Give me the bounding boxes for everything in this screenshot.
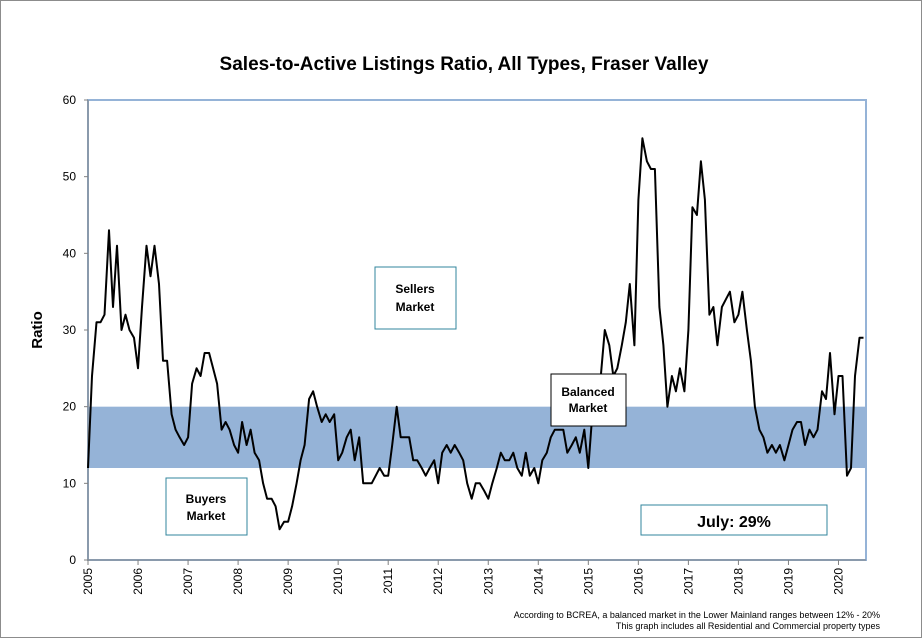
x-tick-label: 2016 bbox=[631, 568, 645, 595]
footnote-balanced-range: According to BCREA, a balanced market in… bbox=[514, 610, 880, 620]
chart-title: Sales-to-Active Listings Ratio, All Type… bbox=[220, 54, 709, 75]
y-axis-label: Ratio bbox=[29, 311, 46, 349]
footnote-property-types: This graph includes all Residential and … bbox=[616, 621, 881, 631]
balanced-market-annotation: Balanced Market bbox=[550, 373, 627, 427]
balanced-market-label-line1: Balanced bbox=[561, 385, 614, 399]
x-tick-label: 2007 bbox=[181, 568, 195, 595]
x-tick-label: 2012 bbox=[431, 568, 445, 595]
y-tick-label: 60 bbox=[63, 93, 77, 107]
x-tick-label: 2019 bbox=[781, 568, 795, 595]
x-tick-label: 2005 bbox=[81, 568, 95, 595]
x-tick-label: 2015 bbox=[581, 568, 595, 595]
balanced-market-band bbox=[88, 406, 866, 468]
x-tick-label: 2010 bbox=[331, 568, 345, 595]
buyers-market-label-line2: Market bbox=[187, 509, 226, 523]
latest-value-annotation: July: 29% bbox=[640, 504, 828, 536]
x-tick-label: 2013 bbox=[481, 568, 495, 595]
x-tick-label: 2006 bbox=[131, 568, 145, 595]
x-tick-label: 2014 bbox=[531, 568, 545, 595]
x-tick-label: 2017 bbox=[681, 568, 695, 595]
y-tick-label: 0 bbox=[69, 553, 76, 567]
x-tick-label: 2020 bbox=[831, 568, 845, 595]
balanced-market-box bbox=[550, 373, 627, 427]
latest-value-label: July: 29% bbox=[697, 514, 771, 531]
sellers-market-annotation: Sellers Market bbox=[374, 266, 457, 330]
y-tick-label: 20 bbox=[63, 400, 77, 414]
series-line bbox=[87, 137, 864, 531]
latest-value-box bbox=[640, 504, 828, 536]
balanced-market-label-line2: Market bbox=[569, 401, 608, 415]
x-tick-label: 2018 bbox=[731, 568, 745, 595]
buyers-market-box bbox=[165, 477, 248, 536]
y-tick-label: 40 bbox=[63, 246, 77, 260]
sellers-market-label-line1: Sellers bbox=[395, 282, 435, 296]
sellers-market-box bbox=[374, 266, 457, 330]
y-tick-label: 10 bbox=[63, 476, 77, 490]
x-tick-label: 2008 bbox=[231, 568, 245, 595]
sellers-market-label-line2: Market bbox=[396, 300, 435, 314]
x-tick-label: 2011 bbox=[381, 568, 395, 594]
x-tick-label: 2009 bbox=[281, 568, 295, 595]
y-tick-label: 50 bbox=[63, 170, 77, 184]
buyers-market-label-line1: Buyers bbox=[186, 492, 227, 506]
buyers-market-annotation: Buyers Market bbox=[165, 477, 248, 536]
y-tick-label: 30 bbox=[63, 323, 77, 337]
